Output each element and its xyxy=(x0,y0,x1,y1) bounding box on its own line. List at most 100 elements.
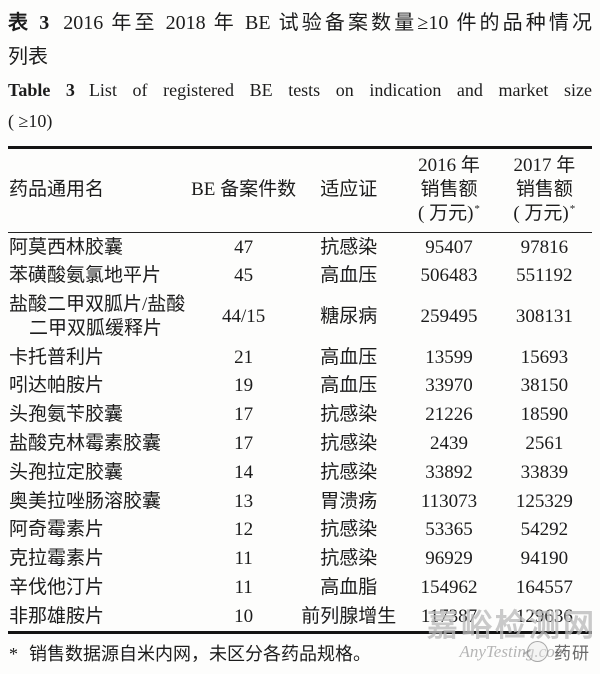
sales-2017-cell: 129636 xyxy=(515,605,573,627)
table-body: 阿莫西林胶囊 47 抗感染 95407 97816 苯磺酸氨氯地平片 45 高血… xyxy=(8,233,592,633)
be-count-cell: 13 xyxy=(234,490,254,512)
be-count-cell: 14 xyxy=(234,461,254,483)
table-row: 头孢氨苄胶囊 17 抗感染 21226 18590 xyxy=(8,401,592,430)
table-row: 吲达帕胺片 19 高血压 33970 38150 xyxy=(8,372,592,401)
table-row: 卡托普利片 21 高血压 13599 15693 xyxy=(8,343,592,372)
drug-name-cell: 阿莫西林胶囊 xyxy=(9,236,124,258)
table-title-en-line2: ( ≥10) xyxy=(8,111,53,131)
drug-name-cell: 卡托普利片 xyxy=(9,346,105,368)
sales-2017-cell: 551192 xyxy=(516,265,573,287)
indication-cell: 前列腺增生 xyxy=(301,605,397,627)
be-count-cell: 17 xyxy=(234,433,254,455)
sales-2016-cell: 117387 xyxy=(420,605,478,627)
be-count-cell: 21 xyxy=(234,346,254,368)
sales-2016-cell: 33892 xyxy=(425,461,473,483)
drug-name-cell: 苯磺酸氨氯地平片 xyxy=(9,265,162,287)
table-title-zh-line2: 列表 xyxy=(8,46,48,68)
be-count-cell: 11 xyxy=(234,548,253,570)
indication-cell: 抗感染 xyxy=(320,236,378,258)
be-count-cell: 10 xyxy=(234,605,254,627)
indication-cell: 糖尿病 xyxy=(320,305,378,327)
be-count-cell: 11 xyxy=(234,577,253,599)
sales-2017-cell: 18590 xyxy=(520,404,569,426)
sales-2016-cell: 53365 xyxy=(425,519,473,541)
yaoyan-logo-text: 药研 xyxy=(554,644,590,663)
drug-name-cell: 奥美拉唑肠溶胶囊 xyxy=(9,490,162,512)
drug-name-cell: 非那雄胺片 xyxy=(9,605,105,627)
drug-name-cell: 阿奇霉素片 xyxy=(9,519,105,541)
drug-name-cell: 辛伐他汀片 xyxy=(9,577,105,599)
table-title-zh-line1: 表 3 2016 年至 2018 年 BE 试验备案数量≥10 件的品种情况 xyxy=(8,6,592,40)
table-title-en-line1: Table 3 List of registered BE tests on in… xyxy=(8,75,592,106)
table-number-label-en: Table 3 xyxy=(8,80,75,100)
table-number-label-zh: 表 3 xyxy=(8,12,50,34)
footnote-marker: * xyxy=(9,644,18,665)
be-registration-table: 药品通用名 BE 备案件数 适应证 2016 年 销售额 ( 万元)* 2017… xyxy=(8,146,592,635)
table-row: 克拉霉素片 11 抗感染 96929 94190 xyxy=(8,545,592,574)
indication-cell: 抗感染 xyxy=(320,433,378,455)
indication-cell: 抗感染 xyxy=(320,519,378,541)
indication-cell: 高血压 xyxy=(320,265,378,287)
footnote-asterisk-2016: * xyxy=(474,202,480,215)
drug-name-cell: 头孢氨苄胶囊 xyxy=(9,404,124,426)
table-row: 苯磺酸氨氯地平片 45 高血压 506483 551192 xyxy=(8,262,592,291)
table-row: 辛伐他汀片 11 高血脂 154962 164557 xyxy=(8,574,592,603)
table-row: 阿奇霉素片 12 抗感染 53365 54292 xyxy=(8,516,592,545)
indication-cell: 抗感染 xyxy=(320,548,378,570)
indication-cell: 高血脂 xyxy=(320,577,378,599)
sales-2017-cell: 94190 xyxy=(520,548,569,570)
sales-2016-cell: 113073 xyxy=(420,490,478,512)
indication-cell: 高血压 xyxy=(320,375,378,397)
table-title-zh: 表 3 2016 年至 2018 年 BE 试验备案数量≥10 件的品种情况 列表 xyxy=(8,6,592,74)
sales-2016-cell: 95407 xyxy=(425,236,473,258)
table-title-zh-text: 2016 年至 2018 年 BE 试验备案数量≥10 件的品种情况 xyxy=(63,12,592,34)
table-footnote: * 销售数据源自米内网，未区分各药品规格。 xyxy=(8,641,592,667)
sales-2016-cell: 21226 xyxy=(425,404,473,426)
drug-name-cell: 克拉霉素片 xyxy=(9,548,105,570)
sales-2017-cell: 33839 xyxy=(520,461,569,483)
table-row: 头孢拉定胶囊 14 抗感染 33892 33839 xyxy=(8,458,592,487)
sales-2016-cell: 96929 xyxy=(425,548,473,570)
table-row: 盐酸二甲双胍片/盐酸 二甲双胍缓释片 44/15 糖尿病 259495 3081… xyxy=(8,291,592,344)
table-row: 盐酸克林霉素胶囊 17 抗感染 2439 2561 xyxy=(8,430,592,459)
drug-name-cell: 盐酸克林霉素胶囊 xyxy=(9,433,162,455)
sales-2016-cell: 154962 xyxy=(420,577,478,599)
be-count-cell: 19 xyxy=(234,375,254,397)
sales-2017-cell: 97816 xyxy=(520,236,569,258)
table-header-row: 药品通用名 BE 备案件数 适应证 2016 年 销售额 ( 万元)* 2017… xyxy=(8,147,592,233)
sales-2016-cell: 506483 xyxy=(420,265,478,287)
sales-2017-cell: 2561 xyxy=(525,433,564,455)
indication-cell: 胃溃疡 xyxy=(320,490,378,512)
sales-2016-cell: 259495 xyxy=(420,305,478,327)
sales-2017-cell: 15693 xyxy=(520,346,569,368)
sales-2017-cell: 164557 xyxy=(515,577,573,599)
footnote-asterisk-2017: * xyxy=(569,202,576,215)
sales-2016-cell: 33970 xyxy=(425,375,473,397)
footnote-text: 销售数据源自米内网，未区分各药品规格。 xyxy=(29,644,371,665)
sales-2017-cell: 308131 xyxy=(515,305,573,327)
be-count-cell: 44/15 xyxy=(221,305,266,327)
col-header-indication: 适应证 xyxy=(296,147,402,233)
drug-name-cell: 头孢拉定胶囊 xyxy=(9,461,124,483)
be-count-cell: 17 xyxy=(234,404,254,426)
table-row: 非那雄胺片 10 前列腺增生 117387 129636 xyxy=(8,602,592,632)
indication-cell: 抗感染 xyxy=(320,404,378,426)
indication-cell: 高血压 xyxy=(320,346,378,368)
yaoyan-logo-icon xyxy=(527,641,548,662)
table-row: 奥美拉唑肠溶胶囊 13 胃溃疡 113073 125329 xyxy=(8,487,592,516)
sales-2017-cell: 125329 xyxy=(515,490,573,512)
table-row: 阿莫西林胶囊 47 抗感染 95407 97816 xyxy=(8,233,592,262)
sales-2016-cell: 2439 xyxy=(429,433,468,455)
col-header-sales-2016: 2016 年 销售额 ( 万元)* xyxy=(401,147,497,233)
sales-2017-cell: 38150 xyxy=(520,375,569,397)
table-title-en: Table 3 List of registered BE tests on in… xyxy=(8,75,592,137)
col-header-drug-name: 药品通用名 xyxy=(8,147,192,233)
indication-cell: 抗感染 xyxy=(320,461,378,483)
drug-name-cell: 盐酸二甲双胍片/盐酸 二甲双胍缓释片 xyxy=(9,294,186,339)
sales-2016-cell: 13599 xyxy=(425,346,473,368)
be-count-cell: 12 xyxy=(234,519,254,541)
be-count-cell: 45 xyxy=(234,265,254,287)
table-title-en-text: List of registered BE tests on indicatio… xyxy=(88,80,592,100)
sales-2017-cell: 54292 xyxy=(520,519,569,541)
